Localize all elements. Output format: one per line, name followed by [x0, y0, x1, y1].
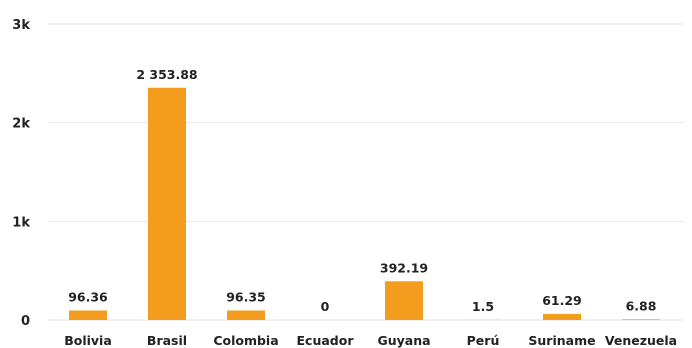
x-tick-label: Venezuela: [605, 333, 677, 348]
bar: [69, 310, 107, 320]
data-label: 392.19: [380, 260, 428, 275]
x-tick-label: Colombia: [213, 333, 278, 348]
bar: [148, 87, 186, 320]
x-tick-label: Brasil: [147, 333, 187, 348]
y-tick-label: 0: [21, 314, 30, 329]
data-label: 6.88: [626, 298, 657, 313]
x-tick-label: Guyana: [377, 333, 430, 348]
x-tick-label: Suriname: [528, 333, 595, 348]
data-label: 2 353.88: [136, 67, 197, 82]
data-label: 96.36: [68, 289, 108, 304]
data-label: 61.29: [542, 293, 582, 308]
bar: [227, 310, 265, 320]
x-axis: Bolivia Brasil Colombia Ecuador Guyana Perú Su…: [64, 333, 677, 348]
data-label: 1.5: [472, 299, 494, 314]
y-tick-label: 3k: [12, 18, 30, 33]
bar: [385, 281, 423, 320]
y-tick-label: 2k: [12, 117, 30, 132]
y-tick-label: 1k: [12, 215, 30, 230]
bars: [69, 87, 660, 320]
bar: [543, 313, 581, 320]
data-labels: 96.36 2 353.88 96.35 0 392.19 1.5 61.29 6.88: [68, 67, 656, 314]
bar: [622, 319, 660, 320]
x-tick-label: Bolivia: [64, 333, 112, 348]
x-tick-label: Perú: [467, 333, 500, 348]
x-tick-label: Ecuador: [297, 333, 355, 348]
data-label: 0: [321, 299, 330, 314]
data-label: 96.35: [226, 289, 266, 304]
y-axis: 0 1k 2k 3k: [12, 18, 30, 329]
